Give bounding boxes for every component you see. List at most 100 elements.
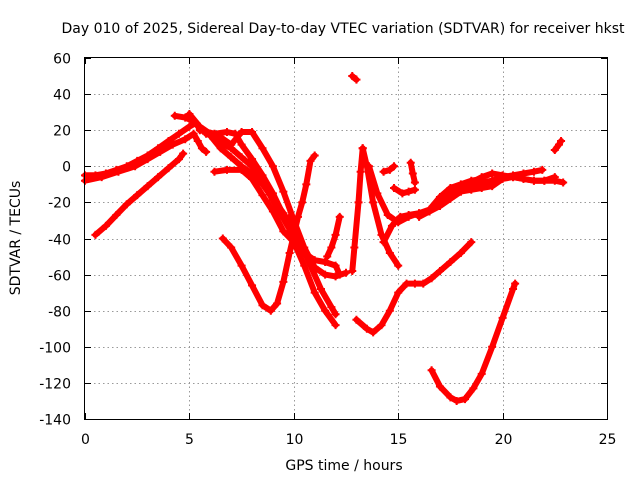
data-point: [385, 165, 394, 174]
y-tick-label: -140: [39, 413, 71, 429]
data-point: [181, 135, 190, 144]
data-point: [373, 189, 382, 198]
data-point: [122, 200, 131, 209]
y-tick-label: -40: [48, 233, 71, 249]
x-tick-label: 10: [286, 432, 304, 448]
data-traces: [81, 72, 568, 405]
data-point: [529, 176, 538, 185]
data-point: [112, 211, 121, 220]
data-point: [331, 261, 340, 270]
series-arc-1: [81, 118, 200, 180]
data-point: [133, 191, 142, 200]
data-point: [298, 198, 307, 207]
data-point: [310, 151, 319, 160]
series-arc-2: [81, 129, 211, 185]
data-point: [383, 211, 392, 220]
data-point: [557, 137, 566, 146]
data-point: [306, 156, 315, 165]
data-point: [364, 162, 373, 171]
data-point: [342, 268, 350, 277]
data-point: [398, 189, 407, 198]
data-point: [248, 128, 257, 137]
series-arc-10: [285, 212, 340, 319]
data-point: [331, 310, 340, 319]
data-point: [331, 230, 340, 239]
data-point: [202, 129, 211, 138]
series-arc-9: [218, 151, 319, 315]
data-point: [498, 171, 507, 180]
data-point: [456, 248, 465, 257]
data-point: [321, 306, 330, 315]
data-point: [321, 270, 330, 279]
data-point: [358, 144, 367, 153]
data-point: [266, 306, 275, 315]
data-point: [268, 207, 277, 216]
data-point: [310, 288, 319, 297]
grid: [85, 58, 607, 419]
data-point: [174, 129, 183, 138]
data-point: [446, 393, 455, 402]
data-point: [356, 167, 365, 176]
data-point: [302, 180, 311, 189]
data-point: [354, 198, 363, 207]
data-point: [550, 146, 559, 155]
data-point: [427, 274, 436, 283]
data-point: [456, 183, 465, 192]
data-point: [435, 194, 444, 203]
data-point: [394, 261, 403, 270]
x-tick-labels: 0 5 10 15 20 25: [81, 432, 616, 448]
data-point: [101, 221, 110, 230]
data-point: [410, 178, 419, 187]
data-point: [446, 257, 455, 266]
data-point: [258, 171, 267, 180]
data-point: [410, 279, 419, 288]
y-tick-label: -60: [48, 269, 71, 285]
series-arc-11: [323, 212, 344, 261]
series-arc-12: [348, 72, 361, 84]
series-arc-22: [435, 169, 568, 203]
series-arc-3: [91, 149, 188, 239]
data-point: [335, 212, 344, 221]
data-point: [511, 279, 520, 288]
series-arc-20: [406, 158, 419, 187]
data-point: [156, 147, 165, 156]
y-tick-label: 0: [62, 160, 71, 176]
data-point: [237, 140, 246, 149]
data-point: [369, 328, 378, 337]
data-point: [331, 272, 340, 281]
data-point: [419, 279, 428, 288]
series-arc-13: [348, 144, 367, 275]
data-point: [488, 169, 497, 178]
series-arc-8: [210, 165, 340, 330]
series-line: [82, 130, 210, 184]
data-point: [237, 153, 246, 162]
y-tick-label: 40: [53, 88, 71, 104]
data-point: [189, 129, 198, 138]
y-tick-label: 20: [53, 124, 71, 140]
data-point: [435, 266, 444, 275]
data-point: [559, 178, 568, 187]
data-point: [467, 178, 476, 187]
y-tick-labels: -140 -120 -100 -80 -60 -40 -20 0 20 40 60: [39, 52, 71, 429]
x-tick-label: 5: [185, 432, 194, 448]
data-point: [348, 72, 357, 81]
data-point: [227, 153, 236, 162]
series-line: [203, 129, 349, 280]
data-point: [452, 396, 461, 405]
data-point: [379, 167, 388, 176]
data-point: [519, 174, 528, 183]
data-point: [509, 173, 518, 182]
data-point: [477, 369, 486, 378]
y-tick-label: -20: [48, 196, 71, 212]
data-point: [467, 238, 476, 247]
data-point: [477, 173, 486, 182]
series-arc-15: [358, 144, 403, 270]
series-line: [428, 280, 519, 404]
data-point: [202, 147, 211, 156]
data-point: [435, 382, 444, 391]
data-point: [529, 167, 538, 176]
x-axis-label: GPS time / hours: [285, 458, 402, 474]
data-point: [248, 174, 257, 183]
data-point: [377, 321, 386, 330]
data-point: [404, 187, 413, 196]
